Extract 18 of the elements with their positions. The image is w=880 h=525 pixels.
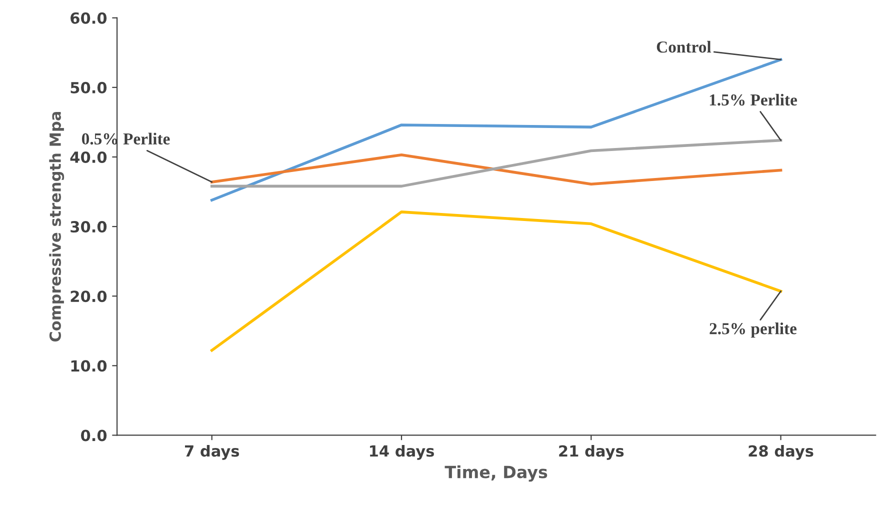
x-tick-label: 28 days <box>748 444 814 460</box>
y-axis-title: Compressive strength Mpa <box>49 112 64 342</box>
y-tick-label: 40.0 <box>70 151 107 163</box>
text: 2.5% perlite <box>710 322 797 338</box>
y-tick-label: 20.0 <box>70 290 107 302</box>
y-tick-label: 60.0 <box>70 12 107 24</box>
x-axis-title: Time, Days <box>444 465 548 482</box>
x-tick-label: 21 days <box>559 444 624 460</box>
x-tick-label: 7 days <box>184 444 240 460</box>
text: 1.5% Perlite <box>710 94 797 106</box>
text: 0.5% Perlite <box>82 132 170 145</box>
line-series <box>210 154 782 186</box>
series-label: Control <box>656 40 712 53</box>
y-tick-label: 0.0 <box>80 430 107 442</box>
y-tick-label: 10.0 <box>71 360 107 372</box>
y-tick-label: 50.0 <box>70 82 107 94</box>
y-tick-label: 30.0 <box>70 221 107 233</box>
x-tick-label: 14 days <box>370 444 434 460</box>
